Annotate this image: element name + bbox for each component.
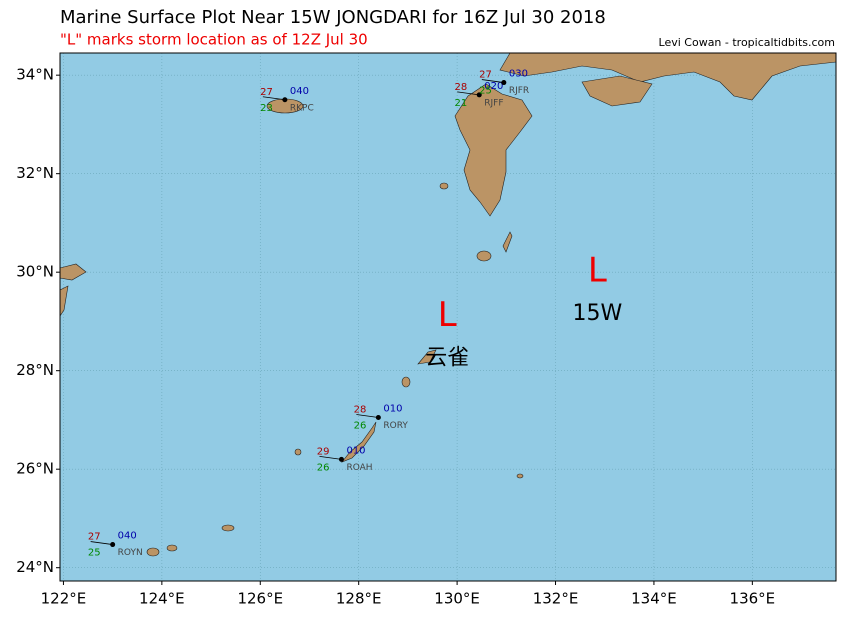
station-dot (375, 414, 381, 420)
dewpoint: 25 (88, 548, 101, 559)
storm-name: 云雀 (425, 346, 469, 371)
storm-marker: L (438, 295, 457, 335)
pressure: 030 (509, 69, 528, 80)
wind-barb (319, 455, 342, 460)
storm-name: 15W (572, 301, 622, 326)
station-id: ROAH (346, 463, 372, 473)
temperature: 27 (479, 70, 492, 81)
station-id: ROYN (118, 548, 143, 558)
dewpoint: 26 (354, 420, 367, 431)
station-dot (110, 542, 116, 548)
pressure: 010 (383, 403, 402, 414)
x-tick-label: 126°E (237, 590, 283, 608)
ocean (60, 53, 836, 581)
temperature: 28 (354, 404, 367, 415)
pressure: 010 (346, 445, 365, 456)
wind-barb (90, 541, 113, 545)
x-tick-label: 122°E (41, 590, 87, 608)
station-dot (338, 456, 344, 462)
pressure: 040 (118, 531, 137, 542)
overlay: 27 23 040 RKPC 28 21 020 RJFF 27 25 030 RJFR 28 26 010… (88, 69, 623, 559)
temperature: 27 (88, 532, 101, 543)
wind-barb (457, 91, 480, 96)
station-id: RJFR (509, 86, 529, 96)
temperature: 27 (260, 87, 273, 98)
dewpoint: 25 (479, 86, 492, 97)
y-tick-label: 24°N (16, 558, 54, 576)
x-tick-label: 136°E (730, 590, 776, 608)
station-id: RJFF (484, 98, 503, 108)
x-tick-label: 130°E (434, 590, 480, 608)
grid (60, 53, 836, 581)
y-tick-label: 32°N (16, 164, 54, 182)
map-frame (59, 52, 837, 582)
station-dot (282, 97, 288, 103)
x-tick-label: 132°E (533, 590, 579, 608)
pressure: 040 (290, 86, 309, 97)
temperature: 29 (317, 446, 330, 457)
storm-marker: L (588, 251, 607, 291)
title: Marine Surface Plot Near 15W JONGDARI fo… (60, 7, 606, 28)
wind-barb (262, 96, 285, 101)
y-tick-label: 34°N (16, 66, 54, 84)
station-dot (476, 92, 482, 98)
y-tick-label: 26°N (16, 460, 54, 478)
y-tick-label: 30°N (16, 263, 54, 281)
dewpoint: 21 (455, 98, 468, 109)
y-tick-label: 28°N (16, 361, 54, 379)
station-dot (501, 80, 507, 86)
pressure: 020 (484, 81, 503, 92)
temperature: 28 (455, 82, 468, 93)
subtitle: "L" marks storm location as of 12Z Jul 3… (60, 31, 368, 49)
wind-barb (481, 79, 504, 83)
x-tick-label: 134°E (631, 590, 677, 608)
x-tick-label: 124°E (139, 590, 185, 608)
station-id: RORY (383, 421, 408, 431)
station-id: RKPC (290, 103, 314, 113)
credit: Levi Cowan - tropicaltidbits.com (659, 36, 835, 49)
dewpoint: 23 (260, 103, 273, 114)
dewpoint: 26 (317, 462, 330, 473)
wind-barb (356, 414, 379, 418)
land (59, 52, 837, 557)
x-tick-label: 128°E (336, 590, 382, 608)
